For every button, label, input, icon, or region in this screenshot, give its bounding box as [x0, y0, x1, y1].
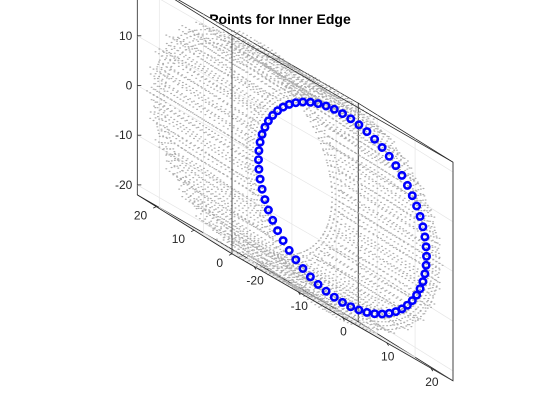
gridline-z: [137, 35, 359, 164]
inner-edge-point: [284, 245, 294, 255]
inner-edge-point: [337, 297, 347, 307]
gridline-z: [160, 0, 359, 114]
inner-edge-point: [305, 272, 315, 282]
inner-edge-point: [370, 134, 380, 144]
tick-mark: [253, 266, 257, 270]
z-tick-label: -20: [115, 178, 133, 192]
x-tick-label: 0: [340, 324, 347, 338]
z-tick-label: -10: [115, 128, 133, 142]
y-tick-label: 20: [134, 209, 148, 223]
chart-title: Points for Inner Edge: [209, 11, 351, 27]
inner-edge-point: [298, 263, 308, 273]
inner-edge-point: [421, 260, 431, 270]
inner-edge-point: [313, 99, 323, 109]
tick-mark: [386, 342, 389, 346]
inner-edge-point: [254, 146, 264, 156]
inner-edge-point: [420, 232, 430, 242]
inner-edge-point: [415, 284, 425, 294]
inner-edge-point: [362, 127, 372, 137]
inner-edge-point: [354, 305, 364, 315]
inner-edge-point: [346, 114, 356, 124]
z-tick-label: 0: [126, 79, 133, 93]
inner-edge-point: [254, 155, 264, 165]
inner-edge-point: [263, 205, 273, 215]
gridline-z: [358, 311, 454, 372]
inner-edge-point: [415, 211, 425, 221]
y-tick-label: 0: [216, 256, 223, 270]
inner-edge-point: [346, 302, 356, 312]
gridline-z: [137, 85, 359, 213]
inner-edge-point: [268, 110, 278, 120]
tick-mark: [153, 206, 157, 209]
inner-edge-point: [255, 137, 265, 147]
tick-mark: [342, 317, 345, 321]
inner-edge-point: [291, 255, 301, 265]
tick-mark: [430, 367, 434, 372]
axis-edge: [174, 0, 233, 36]
inner-edge-point: [377, 143, 387, 153]
inner-edge-point: [260, 195, 270, 205]
inner-edge-point: [273, 106, 283, 116]
inner-edge-point: [313, 279, 323, 289]
inner-edge-point: [421, 251, 431, 261]
gridline-z: [358, 112, 454, 173]
inner-edge-point: [407, 191, 417, 201]
z-tick-label: 10: [119, 29, 133, 43]
inner-edge-point: [421, 242, 431, 252]
inner-edge-point: [407, 296, 417, 306]
inner-edge-point: [255, 174, 265, 184]
inner-edge-point: [412, 290, 422, 300]
x-tick-label: 10: [381, 350, 395, 364]
inner-edge-point: [263, 116, 273, 126]
inner-edge-point: [337, 109, 347, 119]
tick-mark: [297, 291, 301, 296]
tick-mark: [190, 229, 195, 233]
inner-edge-point: [273, 226, 283, 236]
inner-edge-point: [391, 161, 401, 171]
axis-edge: [137, 194, 233, 255]
inner-edge-point: [268, 215, 278, 225]
x-tick-label: 20: [425, 375, 439, 389]
x-tick-label: -20: [246, 274, 264, 288]
inner-edge-point: [412, 201, 422, 211]
inner-edge-point: [397, 170, 407, 180]
axis-edge: [231, 34, 454, 163]
tick-mark: [228, 253, 233, 256]
inner-edge-point: [257, 129, 267, 139]
inner-edge-point: [329, 104, 339, 114]
inner-edge-point: [321, 101, 331, 111]
x-tick-label: -10: [291, 299, 309, 313]
inner-edge-point: [384, 151, 394, 161]
inner-edge-point: [257, 184, 267, 194]
inner-edge-point: [354, 120, 364, 130]
y-tick-label: 10: [172, 232, 186, 246]
inner-edge-points: [254, 97, 431, 319]
inner-edge-point: [402, 180, 412, 190]
inner-edge-point: [362, 307, 372, 317]
inner-edge-point: [278, 236, 288, 246]
inner-edge-point: [254, 164, 264, 174]
inner-edge-point: [418, 277, 428, 287]
inner-edge-point: [260, 122, 270, 132]
inner-edge-point: [420, 269, 430, 279]
inner-edge-point: [329, 292, 339, 302]
inner-edge-point: [402, 300, 412, 310]
inner-edge-point: [418, 222, 428, 232]
inner-edge-point: [321, 286, 331, 296]
